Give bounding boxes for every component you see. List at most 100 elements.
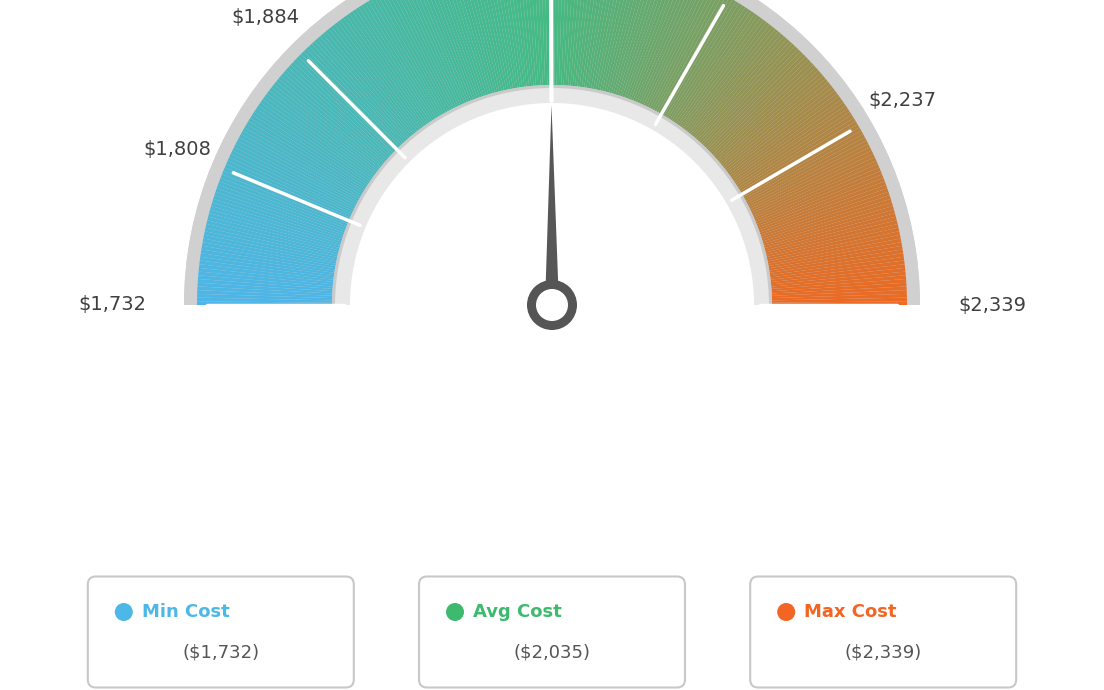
Wedge shape <box>471 0 505 91</box>
Wedge shape <box>544 0 550 85</box>
Wedge shape <box>214 192 343 237</box>
Wedge shape <box>338 20 421 130</box>
Wedge shape <box>464 0 499 92</box>
Circle shape <box>527 280 577 330</box>
Wedge shape <box>769 253 904 275</box>
Wedge shape <box>646 0 707 107</box>
Wedge shape <box>595 0 626 90</box>
Wedge shape <box>742 124 859 195</box>
Text: $1,732: $1,732 <box>78 295 146 315</box>
Wedge shape <box>511 0 529 86</box>
Wedge shape <box>350 103 754 305</box>
Wedge shape <box>246 121 364 193</box>
Wedge shape <box>203 235 337 264</box>
Text: ($2,339): ($2,339) <box>845 643 922 661</box>
Wedge shape <box>541 0 548 85</box>
Wedge shape <box>566 0 578 86</box>
Polygon shape <box>545 105 559 305</box>
Wedge shape <box>347 14 426 126</box>
Wedge shape <box>204 228 338 259</box>
Wedge shape <box>729 93 839 176</box>
Wedge shape <box>761 192 890 237</box>
Wedge shape <box>201 250 335 273</box>
Wedge shape <box>747 141 869 205</box>
Wedge shape <box>648 0 710 108</box>
Wedge shape <box>530 0 541 86</box>
Wedge shape <box>533 0 543 86</box>
Wedge shape <box>673 9 752 123</box>
Text: ($1,732): ($1,732) <box>182 643 259 661</box>
Wedge shape <box>745 134 864 201</box>
Wedge shape <box>217 181 346 230</box>
Wedge shape <box>704 49 800 148</box>
Wedge shape <box>514 0 531 86</box>
Wedge shape <box>261 99 373 179</box>
Wedge shape <box>740 121 858 193</box>
Wedge shape <box>681 18 764 128</box>
Wedge shape <box>326 29 414 135</box>
Wedge shape <box>286 68 389 159</box>
Wedge shape <box>749 147 872 209</box>
Wedge shape <box>384 0 450 111</box>
Wedge shape <box>591 0 618 89</box>
Wedge shape <box>205 224 338 257</box>
Wedge shape <box>478 0 509 90</box>
FancyBboxPatch shape <box>420 577 684 687</box>
Wedge shape <box>467 0 501 91</box>
Wedge shape <box>757 178 884 228</box>
Wedge shape <box>756 171 882 224</box>
Wedge shape <box>730 97 841 177</box>
Wedge shape <box>672 8 749 121</box>
Wedge shape <box>692 32 782 137</box>
Wedge shape <box>561 0 571 86</box>
Wedge shape <box>322 32 412 137</box>
Wedge shape <box>762 199 892 242</box>
Wedge shape <box>254 108 369 185</box>
Text: Avg Cost: Avg Cost <box>473 603 562 621</box>
Wedge shape <box>708 54 806 151</box>
Wedge shape <box>443 0 486 96</box>
Wedge shape <box>200 257 335 277</box>
Wedge shape <box>457 0 495 93</box>
Wedge shape <box>184 0 920 305</box>
Wedge shape <box>715 68 818 159</box>
Wedge shape <box>569 0 582 86</box>
Wedge shape <box>714 65 816 158</box>
Wedge shape <box>771 268 905 284</box>
Wedge shape <box>666 1 739 118</box>
Wedge shape <box>371 0 442 116</box>
Wedge shape <box>435 0 481 97</box>
Wedge shape <box>764 210 895 248</box>
Wedge shape <box>201 246 336 270</box>
Wedge shape <box>584 0 607 88</box>
Wedge shape <box>650 0 713 109</box>
Wedge shape <box>252 112 368 187</box>
Wedge shape <box>497 0 520 88</box>
Wedge shape <box>213 195 342 239</box>
Wedge shape <box>227 157 352 215</box>
Wedge shape <box>199 268 333 284</box>
Wedge shape <box>654 0 720 111</box>
Wedge shape <box>422 0 474 101</box>
Wedge shape <box>670 6 745 121</box>
Wedge shape <box>554 0 560 85</box>
Circle shape <box>115 603 132 621</box>
Wedge shape <box>754 164 879 219</box>
Wedge shape <box>276 79 382 166</box>
Wedge shape <box>418 0 471 101</box>
Wedge shape <box>768 239 901 266</box>
Wedge shape <box>660 0 730 115</box>
Wedge shape <box>438 0 484 97</box>
Wedge shape <box>284 70 388 161</box>
Wedge shape <box>769 250 903 273</box>
Text: Max Cost: Max Cost <box>804 603 896 621</box>
Wedge shape <box>696 37 787 140</box>
Wedge shape <box>614 0 655 95</box>
Wedge shape <box>743 128 861 197</box>
Wedge shape <box>628 0 679 99</box>
Wedge shape <box>635 0 690 102</box>
Wedge shape <box>766 220 898 255</box>
Circle shape <box>777 603 795 621</box>
Wedge shape <box>616 0 658 95</box>
Wedge shape <box>772 279 906 291</box>
